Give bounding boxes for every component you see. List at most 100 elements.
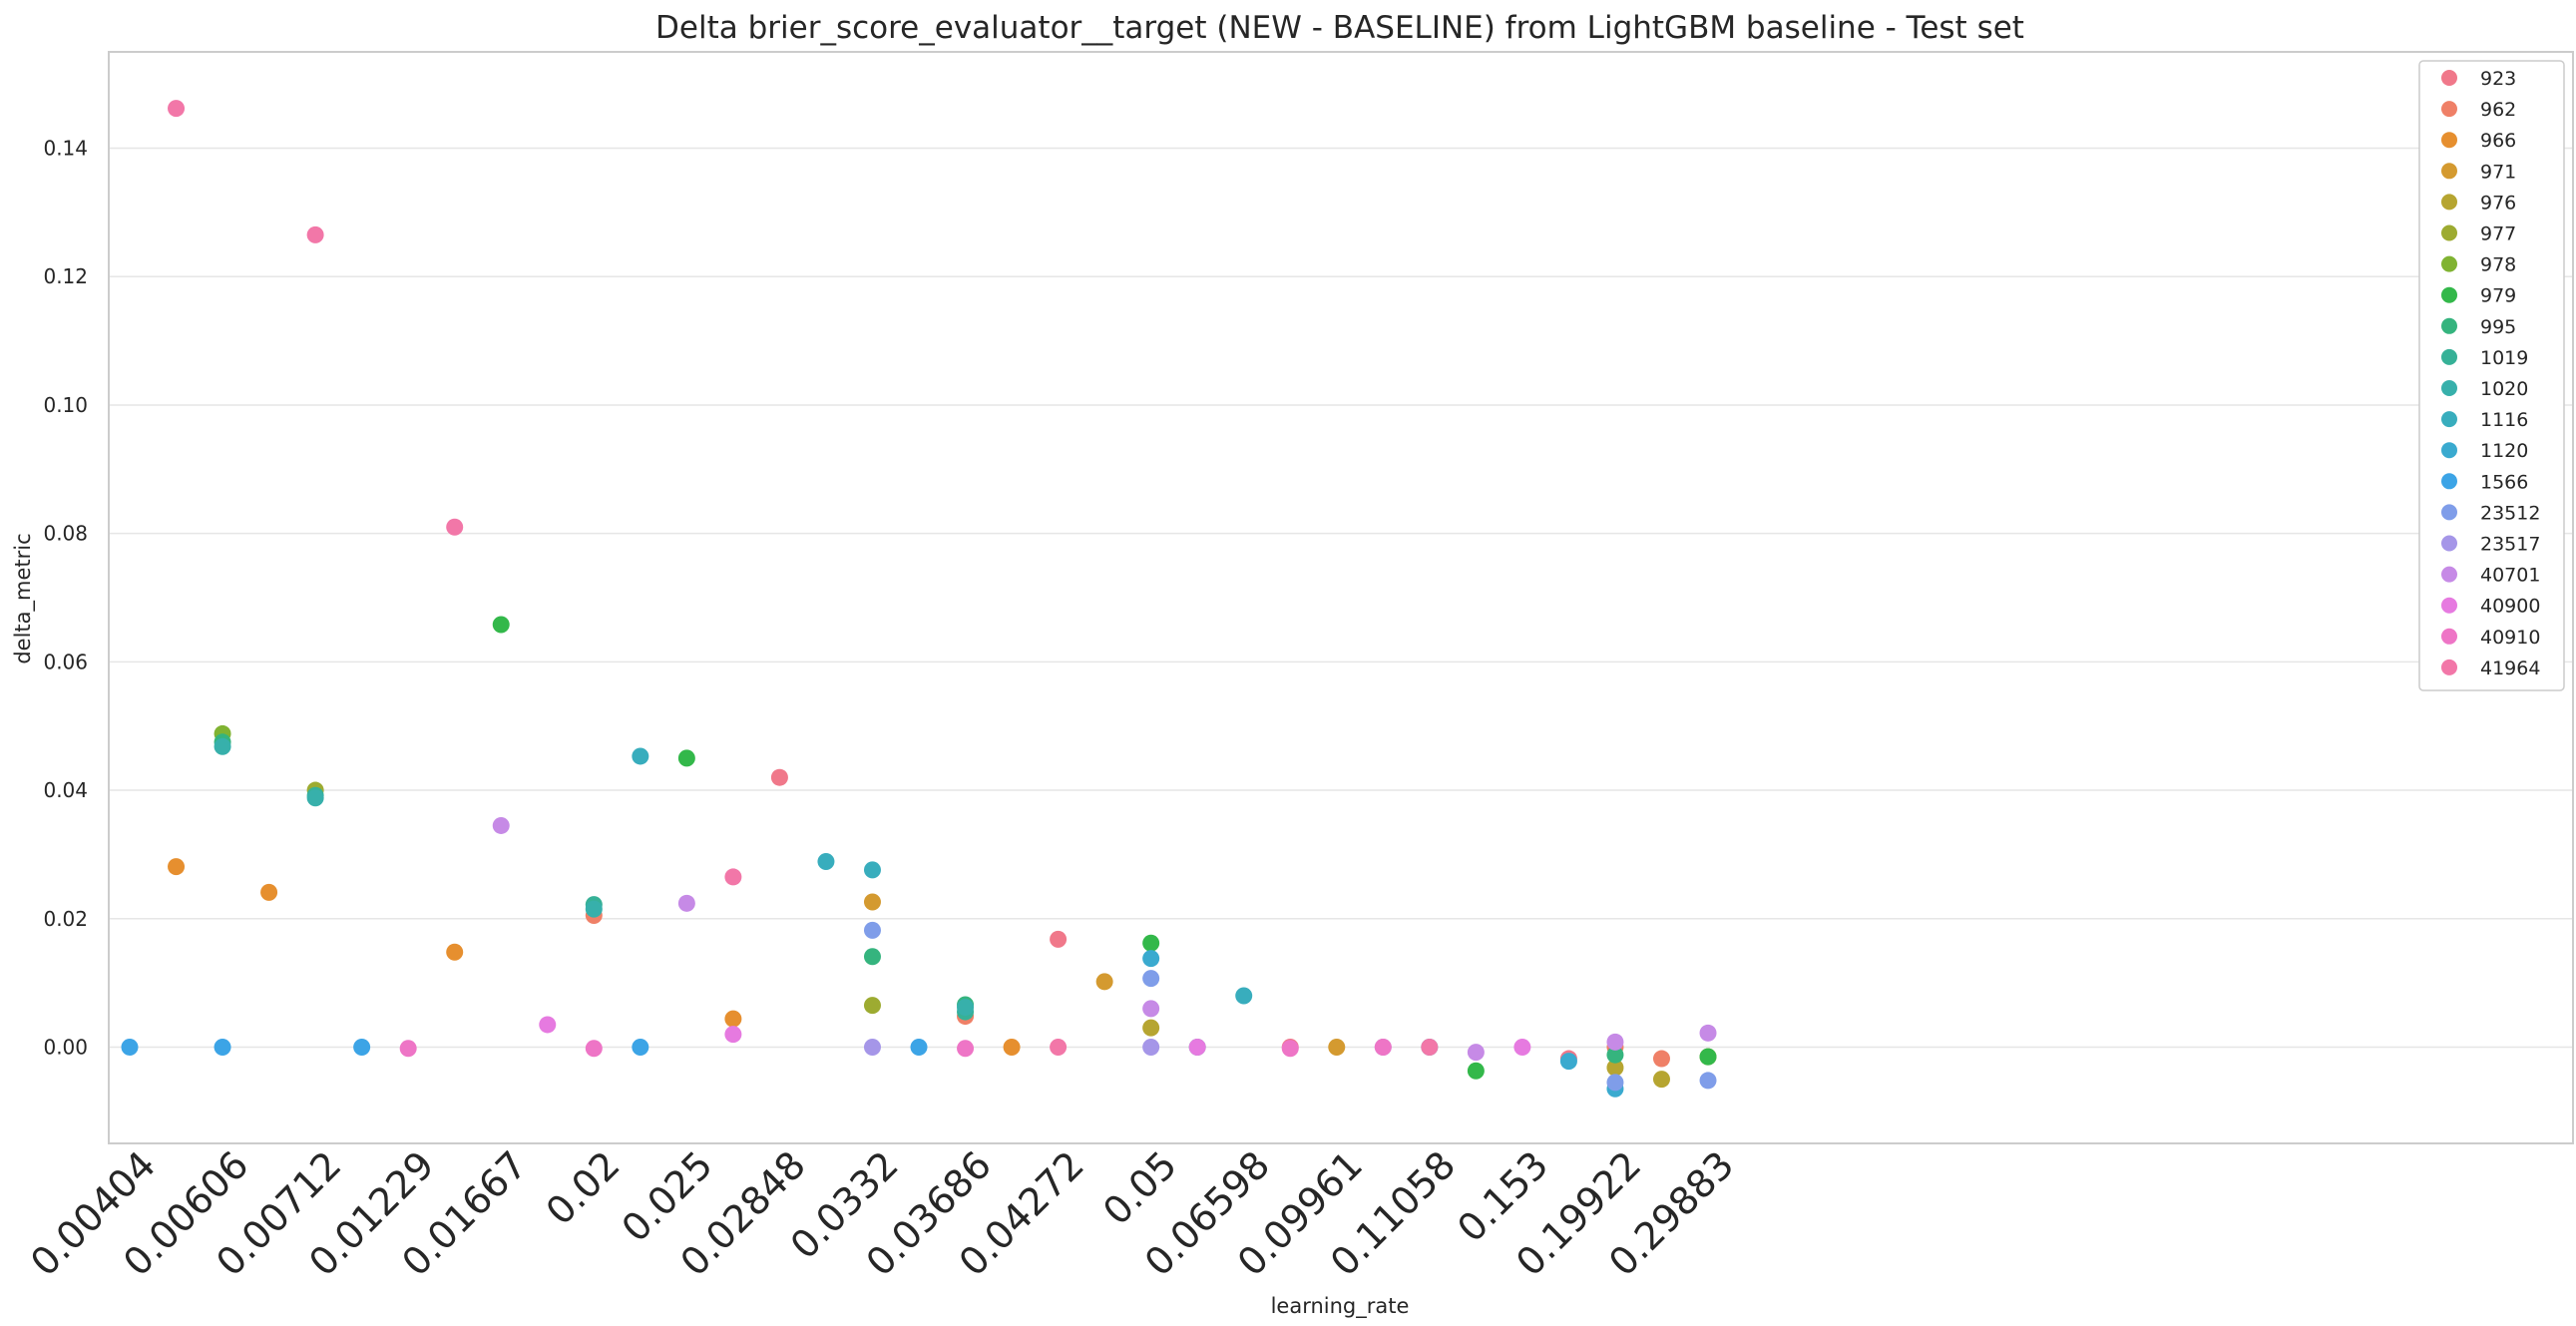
point-23517 <box>863 1038 881 1056</box>
point-971 <box>863 893 881 911</box>
point-40910 <box>399 1040 417 1058</box>
legend-label-979: 979 <box>2480 285 2516 307</box>
legend-marker-23512 <box>2441 504 2457 521</box>
point-976 <box>1142 1019 1160 1037</box>
legend-marker-976 <box>2441 194 2457 211</box>
legend-marker-41964 <box>2441 659 2457 675</box>
point-1120 <box>1142 950 1160 968</box>
legend-label-40910: 40910 <box>2480 627 2540 649</box>
legend-marker-23517 <box>2441 535 2457 552</box>
point-23512 <box>863 921 881 939</box>
legend-label-1566: 1566 <box>2480 471 2528 493</box>
point-979 <box>1142 934 1160 952</box>
point-1566 <box>214 1038 231 1056</box>
point-966 <box>724 1010 742 1028</box>
legend-marker-977 <box>2441 224 2457 241</box>
point-41964 <box>1050 1038 1068 1056</box>
legend-marker-923 <box>2441 70 2457 86</box>
legend-marker-995 <box>2441 317 2457 334</box>
legend-label-976: 976 <box>2480 192 2516 214</box>
legend-label-971: 971 <box>2480 161 2516 183</box>
legend-label-1020: 1020 <box>2480 378 2528 400</box>
point-40701 <box>1467 1044 1485 1062</box>
point-41964 <box>1421 1038 1439 1056</box>
legend-box <box>2418 60 2565 691</box>
point-1566 <box>353 1038 371 1056</box>
point-1566 <box>910 1038 928 1056</box>
legend-marker-978 <box>2441 255 2457 272</box>
point-966 <box>1003 1038 1021 1056</box>
point-962 <box>1652 1050 1670 1068</box>
legend-label-40900: 40900 <box>2480 596 2540 618</box>
legend-marker-40701 <box>2441 566 2457 583</box>
chart-title: Delta brier_score_evaluator__target (NEW… <box>655 10 2024 46</box>
legend-label-23517: 23517 <box>2480 534 2540 556</box>
point-1116 <box>817 852 835 870</box>
y-tick-label: 0.10 <box>43 393 88 417</box>
legend-marker-40910 <box>2441 628 2457 645</box>
legend-label-923: 923 <box>2480 68 2516 90</box>
point-40701 <box>492 816 510 834</box>
point-976 <box>1652 1071 1670 1089</box>
point-1120 <box>1559 1053 1577 1071</box>
point-40900 <box>724 1026 742 1044</box>
point-41964 <box>724 868 742 886</box>
point-40900 <box>1513 1038 1531 1056</box>
point-979 <box>1699 1048 1717 1066</box>
plot-frame <box>108 51 2574 1144</box>
y-tick-label: 0.04 <box>43 778 88 802</box>
y-tick-label: 0.06 <box>43 650 88 673</box>
point-1020 <box>585 900 603 918</box>
point-1116 <box>632 747 649 765</box>
legend-label-40701: 40701 <box>2480 565 2540 587</box>
point-923 <box>1050 930 1068 948</box>
legend-marker-962 <box>2441 101 2457 118</box>
point-41964 <box>306 225 324 243</box>
legend-marker-1019 <box>2441 348 2457 365</box>
data-points <box>121 100 1717 1098</box>
legend-marker-1020 <box>2441 380 2457 396</box>
point-40701 <box>677 894 695 912</box>
legend-label-1120: 1120 <box>2480 440 2528 462</box>
point-1116 <box>1235 987 1253 1005</box>
point-41964 <box>168 100 186 118</box>
point-23517 <box>1142 1038 1160 1056</box>
legend-marker-1116 <box>2441 411 2457 428</box>
legend-label-1019: 1019 <box>2480 347 2528 369</box>
point-966 <box>260 883 278 901</box>
point-995 <box>863 948 881 966</box>
y-tick-label: 0.02 <box>43 907 88 931</box>
point-979 <box>677 749 695 767</box>
legend-marker-1120 <box>2441 442 2457 459</box>
legend: 923 962 966 971 976 977 978 979 995 1019 1020 1116 1… <box>2418 60 2565 691</box>
point-40910 <box>585 1040 603 1058</box>
legend-label-977: 977 <box>2480 223 2516 245</box>
legend-marker-971 <box>2441 163 2457 180</box>
point-995 <box>1606 1046 1624 1064</box>
point-40701 <box>1142 1000 1160 1018</box>
point-23512 <box>1606 1074 1624 1092</box>
legend-marker-979 <box>2441 286 2457 303</box>
point-923 <box>770 768 788 786</box>
point-1020 <box>306 789 324 807</box>
point-1566 <box>121 1038 139 1056</box>
point-40900 <box>1188 1038 1206 1056</box>
point-979 <box>492 616 510 634</box>
y-axis-label: delta_metric <box>11 533 36 663</box>
y-tick-label: 0.12 <box>43 264 88 288</box>
legend-label-995: 995 <box>2480 316 2516 338</box>
legend-marker-1566 <box>2441 473 2457 490</box>
legend-label-41964: 41964 <box>2480 658 2540 679</box>
point-966 <box>168 858 186 876</box>
y-tick-label: 0.14 <box>43 137 88 161</box>
point-976 <box>1606 1059 1624 1077</box>
legend-marker-40900 <box>2441 597 2457 614</box>
y-tick-label: 0.00 <box>43 1035 88 1059</box>
point-40701 <box>1699 1024 1717 1042</box>
legend-label-23512: 23512 <box>2480 502 2540 524</box>
point-1020 <box>214 737 231 755</box>
point-1020 <box>957 999 975 1017</box>
point-40910 <box>957 1040 975 1058</box>
point-1566 <box>632 1038 649 1056</box>
